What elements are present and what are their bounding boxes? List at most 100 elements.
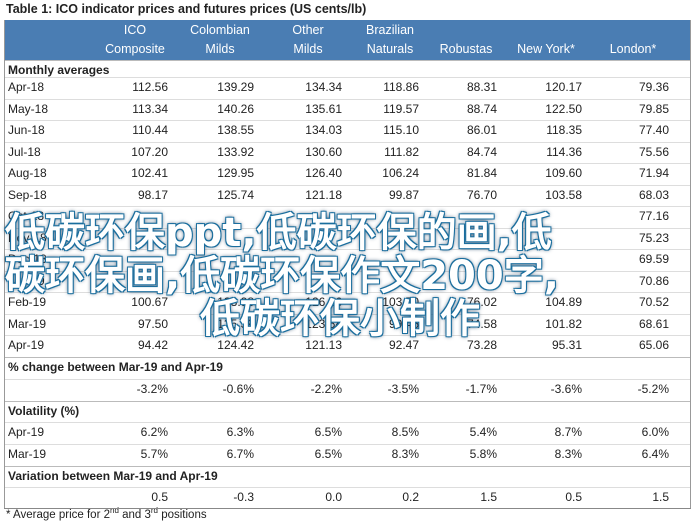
cell: 6.3% — [226, 425, 254, 439]
row-label: Jun-18 — [8, 123, 45, 137]
column-header: Brazilian — [366, 23, 414, 37]
cell: 1.5 — [652, 490, 669, 504]
row-label: Jan-19 — [8, 273, 45, 288]
cell: 70.52 — [638, 295, 669, 309]
cell: 1.5 — [480, 490, 497, 504]
cell: 6.5% — [314, 425, 342, 439]
table-bottom — [4, 508, 691, 509]
row-rule — [4, 400, 691, 402]
row-rule — [4, 292, 691, 293]
cell: 6.4% — [641, 446, 669, 461]
cell: 76.02 — [466, 295, 497, 309]
cell: 119.57 — [383, 101, 419, 116]
cell: 5.8% — [469, 446, 497, 461]
cell: -5.2% — [637, 381, 669, 396]
cell: 68.61 — [638, 316, 669, 331]
cell: 101.82 — [545, 316, 582, 331]
cell: 0.0 — [325, 490, 342, 504]
section-title: % change between Mar-19 and Apr-19 — [8, 360, 223, 374]
footnote-text: positions — [158, 508, 207, 521]
cell: 0.2 — [402, 490, 419, 504]
column-header: Milds — [205, 42, 235, 56]
row-label: Oct-18 — [8, 209, 45, 223]
cell: 88.74 — [466, 101, 497, 116]
cell: 99.87 — [388, 187, 419, 202]
column-header: Milds — [293, 42, 323, 56]
row-rule — [4, 206, 691, 207]
cell: 134.03 — [305, 123, 342, 137]
cell: 121.18 — [305, 187, 342, 202]
row-rule — [4, 141, 691, 143]
row-rule — [4, 313, 691, 315]
footnote-text: Average price for 2 — [10, 508, 110, 521]
row-label: Aug-18 — [8, 166, 47, 180]
cell: 65.06 — [638, 338, 669, 352]
cell: 140.26 — [217, 101, 254, 116]
cell: -3.2% — [136, 381, 168, 396]
cell: 98.17 — [137, 187, 168, 202]
cell: 86.01 — [466, 123, 497, 137]
column-header: Naturals — [366, 42, 414, 56]
row-label: Sep-18 — [8, 187, 47, 202]
row-rule — [4, 184, 691, 186]
cell: -3.6% — [550, 381, 582, 396]
footnote-sup: rd — [150, 506, 159, 515]
row-rule — [4, 163, 691, 164]
cell: 74.58 — [466, 316, 497, 331]
cell: 129.95 — [217, 166, 254, 180]
overlay-text: 碳环保画,低碳环保作文200字, — [5, 253, 559, 299]
cell: 122.50 — [545, 101, 582, 116]
cell: 5.4% — [469, 425, 497, 439]
cell: 8.5% — [391, 425, 419, 439]
column-header: Other — [292, 23, 324, 37]
cell: 79.85 — [638, 101, 669, 116]
cell: 138.55 — [217, 123, 254, 137]
section-title: Variation between Mar-19 and Apr-19 — [8, 468, 218, 483]
footnote: * Average price for 2nd and 3rd position… — [6, 506, 207, 521]
cell: 100.67 — [131, 295, 168, 309]
header-bar — [4, 20, 691, 60]
cell: 77.40 — [638, 123, 669, 137]
row-rule — [4, 227, 691, 229]
cell: 112.56 — [132, 80, 168, 94]
cell: 75.56 — [638, 144, 669, 159]
cell: 104.89 — [545, 295, 582, 309]
cell: 118.35 — [546, 123, 582, 137]
column-header: New York* — [517, 42, 575, 56]
cell: 8.3% — [554, 446, 582, 461]
row-rule — [4, 335, 691, 336]
row-rule — [4, 378, 691, 380]
cell: 111.82 — [384, 144, 419, 159]
row-rule — [4, 60, 691, 61]
cell: 6.2% — [140, 425, 168, 439]
cell: -1.7% — [465, 381, 497, 396]
cell: 73.28 — [466, 338, 497, 352]
cell: 6.0% — [641, 425, 669, 439]
cell: 139.29 — [217, 80, 254, 94]
footnote-marker: * — [6, 508, 11, 521]
row-rule — [4, 270, 691, 272]
row-rule — [4, 487, 691, 488]
cell: -2.2% — [310, 381, 342, 396]
row-label: Jul-18 — [8, 144, 41, 159]
cell: 8.7% — [554, 425, 582, 439]
footnote-sup: nd — [110, 506, 119, 515]
section-title: Volatility (%) — [8, 403, 80, 418]
cell: 103.58 — [545, 187, 582, 202]
cell: 120.17 — [545, 80, 582, 94]
cell: 94.42 — [137, 338, 168, 352]
row-rule — [4, 357, 691, 358]
cell: 6.7% — [226, 446, 254, 461]
footnote-text: and 3 — [118, 508, 151, 521]
row-rule — [4, 465, 691, 467]
cell: 97.50 — [137, 316, 168, 331]
cell: 134.34 — [305, 80, 342, 94]
cell: 6.5% — [314, 446, 342, 461]
row-label: Nov-18 — [8, 230, 47, 245]
row-label: Apr-19 — [8, 425, 45, 439]
cell: 79.36 — [638, 80, 669, 94]
cell: 76.70 — [466, 187, 497, 202]
cell: 126.40 — [305, 166, 342, 180]
table-left — [4, 20, 5, 508]
table-right — [690, 20, 691, 508]
